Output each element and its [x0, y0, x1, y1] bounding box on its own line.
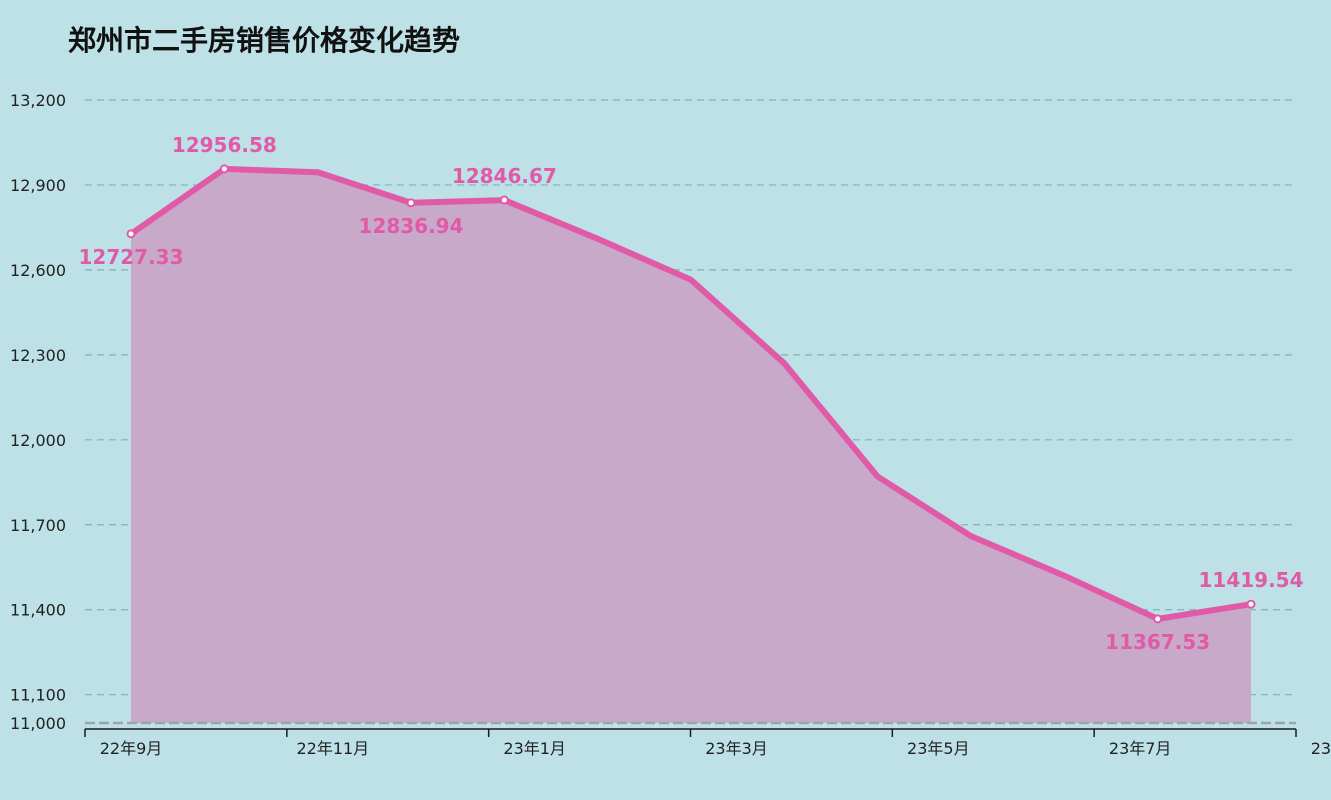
- x-tick-label: 22年11月: [296, 739, 369, 758]
- data-label: 12836.94: [358, 214, 463, 238]
- data-point: [406, 198, 416, 208]
- axes: [85, 721, 1296, 730]
- x-tick-label: 23年5月: [907, 739, 970, 758]
- data-point: [499, 195, 509, 205]
- x-tick-label: 22年9月: [100, 739, 163, 758]
- y-tick-label: 12,600: [10, 261, 66, 280]
- line-layer: [128, 165, 1254, 622]
- x-tick-label: 23年3月: [705, 739, 768, 758]
- y-tick-label: 11,000: [10, 714, 66, 733]
- data-label: 12956.58: [172, 133, 277, 157]
- data-point: [219, 164, 229, 174]
- data-label: 12846.67: [452, 164, 557, 188]
- x-axis-ticks: 22年9月 22年11月 23年1月 23年3月 23年5月 23年7月 23年9月: [84, 729, 1331, 758]
- x-tick-label: 23年1月: [503, 739, 566, 758]
- data-point: [1153, 614, 1163, 624]
- y-tick-label: 11,400: [10, 601, 66, 620]
- data-label: 11367.53: [1105, 630, 1210, 654]
- y-tick-label: 12,900: [10, 176, 66, 195]
- area-layer: [131, 168, 1251, 723]
- data-points: [126, 164, 1256, 624]
- data-label: 11419.54: [1198, 568, 1303, 592]
- data-point: [1246, 599, 1256, 609]
- y-tick-label: 11,700: [10, 516, 66, 535]
- price-area: [131, 168, 1251, 723]
- x-tick-label: 23年9月: [1311, 739, 1331, 758]
- y-axis-ticks: 11,000 11,100 11,400 11,700 12,000 12,300 12,6…: [10, 91, 66, 733]
- price-line: [128, 165, 1254, 622]
- x-tick-label: 23年7月: [1109, 739, 1172, 758]
- data-labels: 12727.33 12956.58 12836.94 12846.67 11367.53…: [78, 133, 1303, 654]
- y-tick-label: 11,100: [10, 686, 66, 705]
- chart-title: 郑州市二手房销售价格变化趋势: [68, 24, 460, 57]
- y-tick-label: 12,000: [10, 431, 66, 450]
- y-tick-label: 13,200: [10, 91, 66, 110]
- data-point: [126, 229, 136, 239]
- data-label: 12727.33: [78, 245, 183, 269]
- y-tick-label: 12,300: [10, 346, 66, 365]
